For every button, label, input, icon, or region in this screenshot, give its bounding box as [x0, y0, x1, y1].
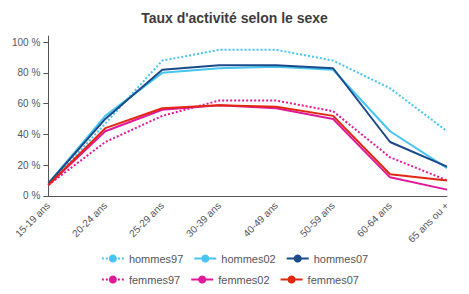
svg-text:Taux d'activité selon le sexe: Taux d'activité selon le sexe	[141, 10, 328, 26]
svg-text:femmes97: femmes97	[129, 274, 180, 286]
svg-text:40 %: 40 %	[18, 129, 41, 140]
svg-text:65 ans ou +: 65 ans ou +	[406, 200, 451, 245]
svg-text:40-49 ans: 40-49 ans	[241, 200, 280, 239]
svg-text:25-29 ans: 25-29 ans	[127, 200, 166, 239]
svg-text:20-24 ans: 20-24 ans	[70, 200, 109, 239]
svg-text:20 %: 20 %	[18, 160, 41, 171]
svg-text:femmes02: femmes02	[218, 274, 269, 286]
svg-text:femmes07: femmes07	[308, 274, 359, 286]
svg-text:60-64 ans: 60-64 ans	[355, 200, 394, 239]
svg-text:0 %: 0 %	[23, 190, 40, 201]
svg-text:50-59 ans: 50-59 ans	[298, 200, 337, 239]
svg-text:hommes02: hommes02	[221, 253, 275, 265]
svg-text:hommes07: hommes07	[314, 253, 368, 265]
svg-text:60 %: 60 %	[18, 98, 41, 109]
svg-text:100 %: 100 %	[12, 37, 40, 48]
svg-text:30-39 ans: 30-39 ans	[184, 200, 223, 239]
svg-text:hommes97: hommes97	[129, 253, 183, 265]
svg-text:15-19 ans: 15-19 ans	[13, 200, 52, 239]
svg-text:80 %: 80 %	[18, 67, 41, 78]
